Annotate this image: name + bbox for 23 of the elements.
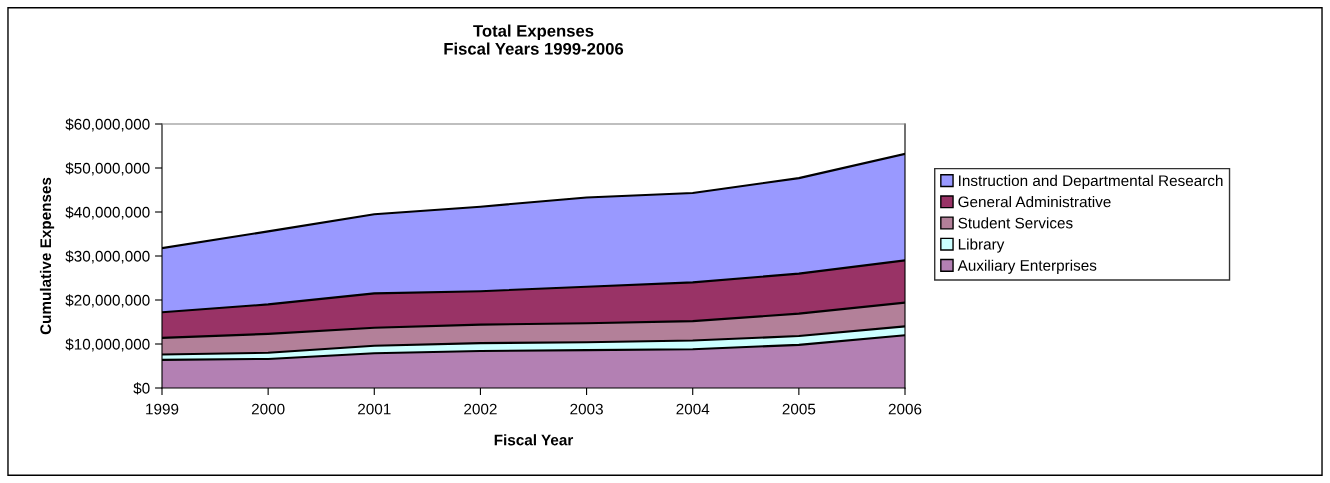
y-tick-label: $40,000,000 bbox=[65, 206, 150, 220]
legend-label: Auxiliary Enterprises bbox=[957, 259, 1097, 274]
x-tick-label: 1999 bbox=[146, 403, 179, 415]
legend-label: Library bbox=[958, 238, 1005, 253]
x-tick-label: 2002 bbox=[464, 403, 497, 415]
x-tick-label: 2005 bbox=[782, 403, 816, 415]
y-tick-label: $10,000,000 bbox=[65, 338, 150, 352]
legend-label: Instruction and Departmental Research bbox=[959, 174, 1223, 190]
y-tick-label: $60,000,000 bbox=[65, 118, 150, 132]
y-tick-label: $30,000,000 bbox=[65, 250, 150, 264]
x-tick-label: 2001 bbox=[358, 403, 391, 415]
legend-label: General Administrative bbox=[958, 196, 1111, 208]
x-axis-title: Fiscal Year bbox=[494, 434, 574, 446]
legend-label: Student Services bbox=[958, 217, 1073, 229]
x-tick-label: 2000 bbox=[251, 403, 285, 415]
y-tick-label: $0 bbox=[133, 382, 150, 395]
y-tick-label: $20,000,000 bbox=[65, 294, 150, 308]
y-tick-label: $50,000,000 bbox=[65, 162, 150, 176]
y-axis-title: Cumulative Expenses bbox=[39, 177, 55, 335]
chart-title: Total Expenses Fiscal Years 1999-2006 bbox=[444, 24, 624, 55]
x-tick-label: 2003 bbox=[570, 403, 603, 415]
x-tick-label: 2006 bbox=[888, 403, 922, 415]
x-tick-label: 2004 bbox=[676, 403, 710, 415]
